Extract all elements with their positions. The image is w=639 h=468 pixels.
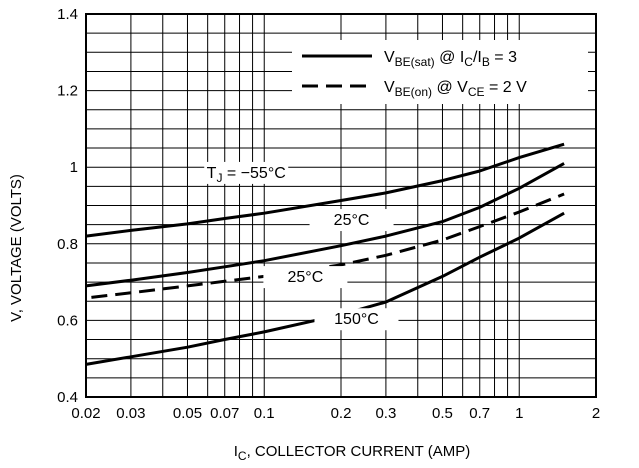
annotation-label: TJ = −55°C xyxy=(207,165,286,185)
y-tick-label: 1.2 xyxy=(57,83,78,100)
y-tick-label: 1 xyxy=(70,159,78,176)
annotation-label: 25°C xyxy=(288,269,324,286)
series-line-1 xyxy=(85,142,565,238)
y-tick-label: 0.8 xyxy=(57,236,78,253)
x-tick-label: 0.5 xyxy=(432,405,453,422)
x-tick-label: 2 xyxy=(592,405,600,422)
x-tick-label: 0.3 xyxy=(375,405,396,422)
legend-entry: VBE(sat) @ IC/IB = 3 xyxy=(384,49,517,69)
series-line-4 xyxy=(85,211,565,366)
annotation-bg xyxy=(309,209,394,232)
legend-box xyxy=(292,40,588,104)
annotation-bg xyxy=(204,161,289,184)
x-axis-label: IC, COLLECTOR CURRENT (AMP) xyxy=(234,443,470,463)
y-tick-label: 1.4 xyxy=(57,6,78,23)
x-tick-label: 0.07 xyxy=(210,405,239,422)
ticks-group: 0.02 0.03 0.05 0.07 0.1 0.2 0.3 0.5 0.7 1 2 0.4 0.6 0… xyxy=(57,6,600,422)
annotation-label: 25°C xyxy=(334,212,370,229)
series-group xyxy=(85,142,565,366)
y-axis-label: V, VOLTAGE (VOLTS) xyxy=(8,174,25,322)
annotation-bg xyxy=(314,308,399,331)
x-tick-label: 0.03 xyxy=(116,405,145,422)
legend: VBE(sat) @ IC/IB = 3 VBE(on) @ VCE = 2 V xyxy=(292,40,588,104)
x-tick-label: 0.05 xyxy=(173,405,202,422)
x-tick-label: 0.1 xyxy=(254,405,275,422)
series-line-2 xyxy=(85,162,565,288)
x-tick-label: 0.2 xyxy=(331,405,352,422)
annotation-label: 150°C xyxy=(334,311,379,328)
plot-frame xyxy=(85,13,597,398)
y-tick-label: 0.4 xyxy=(57,389,78,406)
x-tick-label: 1 xyxy=(515,405,523,422)
x-tick-label: 0.7 xyxy=(469,405,490,422)
annotations-group: TJ = −55°C 25°C 25°C 150°C xyxy=(204,161,399,331)
series-line-3 xyxy=(91,192,565,299)
y-tick-label: 0.6 xyxy=(57,312,78,329)
x-tick-label: 0.02 xyxy=(71,405,100,422)
legend-entry: VBE(on) @ VCE = 2 V xyxy=(384,79,527,99)
annotation-bg xyxy=(263,266,348,289)
